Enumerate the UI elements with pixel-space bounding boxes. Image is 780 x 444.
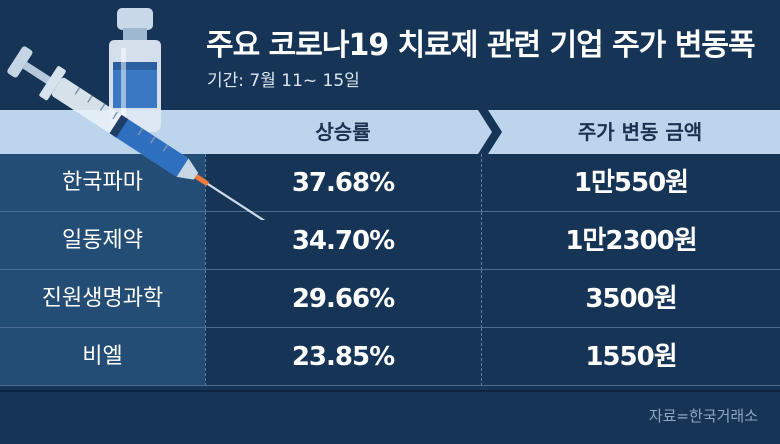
chart-title: 주요 코로나19 치료제 관련 기업 주가 변동폭 (206, 28, 756, 63)
company-name: 비엘 (82, 344, 123, 369)
syringe-vial-illustration (7, 8, 272, 220)
column-header-amount: 주가 변동 금액 (577, 120, 703, 144)
column-divider (205, 328, 206, 386)
table-row: 한국파마 37.68% 1만550원 (0, 154, 780, 212)
footer-divider (0, 390, 780, 392)
syringe-icon (7, 46, 272, 220)
price-change-amount-value: 1550원 (585, 342, 677, 372)
column-divider (481, 328, 482, 386)
company-name: 한국파마 (62, 170, 143, 195)
table-row: 진원생명과학 29.66% 3500원 (0, 270, 780, 328)
column-divider (481, 212, 482, 270)
row-label-background (0, 328, 205, 386)
row-separator (0, 327, 780, 328)
column-divider (481, 154, 482, 212)
row-label-background (0, 212, 205, 270)
row-label-background (0, 270, 205, 328)
column-divider (205, 212, 206, 270)
rise-rate-value: 23.85% (291, 342, 395, 372)
row-separator (0, 385, 780, 386)
price-change-amount-value: 1만550원 (573, 168, 689, 198)
row-separator (0, 211, 780, 212)
table-row: 비엘 23.85% 1550원 (0, 328, 780, 386)
table-row: 일동제약 34.70% 1만2300원 (0, 212, 780, 270)
price-change-amount-value: 1만2300원 (565, 226, 697, 256)
column-header-rate: 상승률 (315, 120, 371, 144)
price-change-amount-value: 3500원 (585, 284, 677, 314)
rise-rate-value: 37.68% (291, 168, 395, 198)
header-arrow-divider (478, 110, 502, 154)
vaccine-vial-icon (109, 8, 161, 132)
row-separator (0, 269, 780, 270)
source-note: 자료=한국거래소 (648, 407, 758, 425)
column-divider (205, 270, 206, 328)
column-divider (481, 270, 482, 328)
period-subtitle: 기간: 7월 11~ 15일 (207, 71, 360, 91)
rise-rate-value: 34.70% (291, 226, 395, 256)
rise-rate-value: 29.66% (291, 284, 395, 314)
company-name: 일동제약 (62, 228, 143, 253)
company-name: 진원생명과학 (41, 286, 164, 311)
